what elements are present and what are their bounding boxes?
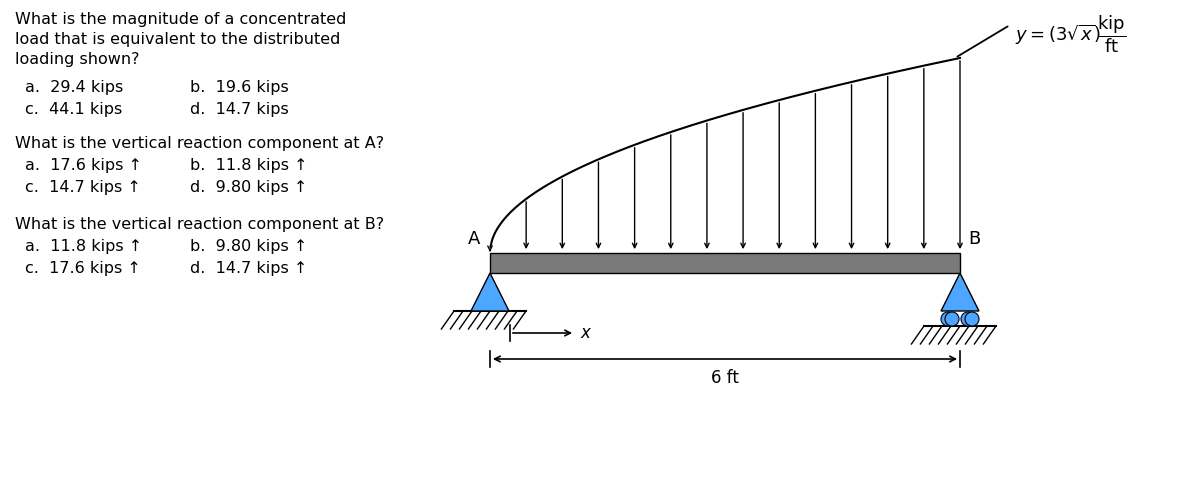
Text: a.  29.4 kips: a. 29.4 kips — [25, 80, 124, 95]
Polygon shape — [941, 273, 979, 311]
Text: a.  11.8 kips ↑: a. 11.8 kips ↑ — [25, 239, 142, 254]
Circle shape — [961, 312, 974, 326]
Text: c.  44.1 kips: c. 44.1 kips — [25, 102, 122, 117]
Text: b.  9.80 kips ↑: b. 9.80 kips ↑ — [190, 239, 307, 254]
Text: d.  14.7 kips: d. 14.7 kips — [190, 102, 289, 117]
Text: d.  9.80 kips ↑: d. 9.80 kips ↑ — [190, 180, 307, 195]
Circle shape — [946, 312, 959, 326]
Text: What is the magnitude of a concentrated: What is the magnitude of a concentrated — [14, 12, 347, 27]
Text: 6 ft: 6 ft — [712, 369, 739, 387]
Text: b.  11.8 kips ↑: b. 11.8 kips ↑ — [190, 158, 307, 173]
Text: loading shown?: loading shown? — [14, 52, 139, 67]
Text: B: B — [968, 230, 980, 248]
Text: load that is equivalent to the distributed: load that is equivalent to the distribut… — [14, 32, 341, 47]
Polygon shape — [470, 273, 509, 311]
Circle shape — [941, 312, 955, 326]
Bar — [490, 253, 960, 273]
Text: c.  14.7 kips ↑: c. 14.7 kips ↑ — [25, 180, 140, 195]
Text: What is the vertical reaction component at B?: What is the vertical reaction component … — [14, 217, 384, 232]
Circle shape — [965, 312, 979, 326]
Text: d.  14.7 kips ↑: d. 14.7 kips ↑ — [190, 261, 307, 276]
Text: What is the vertical reaction component at A?: What is the vertical reaction component … — [14, 136, 384, 151]
Text: $y = \left(3\sqrt{x}\right)\!\dfrac{\rm kip}{\rm ft}$: $y = \left(3\sqrt{x}\right)\!\dfrac{\rm … — [1015, 13, 1127, 54]
Text: x: x — [580, 324, 590, 342]
Text: c.  17.6 kips ↑: c. 17.6 kips ↑ — [25, 261, 140, 276]
Text: A: A — [468, 230, 480, 248]
Text: b.  19.6 kips: b. 19.6 kips — [190, 80, 289, 95]
Text: a.  17.6 kips ↑: a. 17.6 kips ↑ — [25, 158, 142, 173]
